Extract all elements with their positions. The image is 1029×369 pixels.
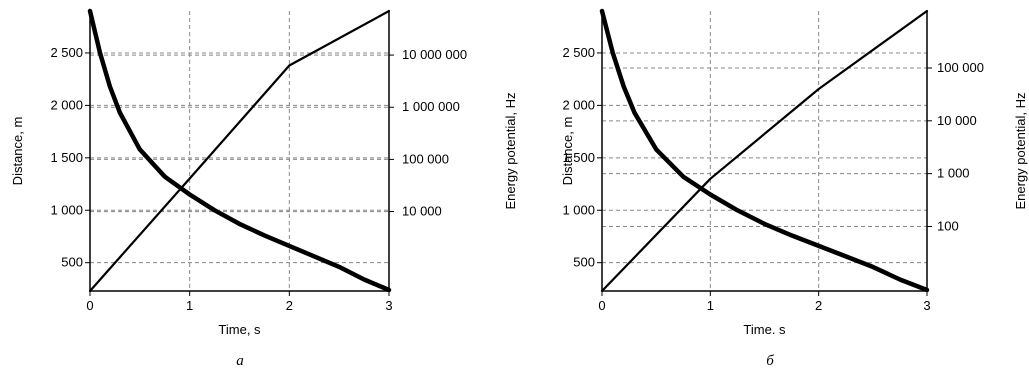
y-tick-label: 2 500 xyxy=(562,45,595,60)
series-distance-curve xyxy=(599,8,930,293)
y2-tick-label: 10 000 xyxy=(402,204,442,219)
x-axis-title: Time. s xyxy=(743,322,786,337)
y-tick-label: 1 000 xyxy=(50,202,83,217)
gridlines xyxy=(602,11,927,291)
panel-label: а xyxy=(236,353,244,369)
series-energy-potential-line xyxy=(88,9,391,293)
x-tick-label: 0 xyxy=(598,298,605,313)
y2-tick-label: 100 000 xyxy=(402,151,449,166)
y-tick-label: 500 xyxy=(61,255,83,270)
gridlines xyxy=(90,11,389,291)
y2-tick-label: 10 000 000 xyxy=(402,47,467,62)
series-distance-curve xyxy=(87,8,392,293)
x-tick-label: 1 xyxy=(707,298,714,313)
y2-tick-label: 1 000 xyxy=(937,166,970,181)
x-tick-label: 3 xyxy=(923,298,930,313)
x-tick-label: 3 xyxy=(385,298,392,313)
y2-tick-label: 10 000 xyxy=(937,113,977,128)
chart-panel-1: 0 1 2 3 500 1 000 1 500 2 000 2 500 10 000 100 000… xyxy=(10,8,518,369)
y-tick-label: 500 xyxy=(573,255,595,270)
y-tick-label: 1 500 xyxy=(50,150,83,165)
y-tick-label: 1 500 xyxy=(562,150,595,165)
y-axis-title: Distance, m xyxy=(10,117,25,186)
x-axis-title: Time, s xyxy=(218,322,261,337)
y2-axis-title: Energy potential, Hz xyxy=(503,92,518,209)
y2-tick-label: 100 xyxy=(937,218,959,233)
series-energy-potential-line xyxy=(600,9,929,293)
x-tick-label: 1 xyxy=(186,298,193,313)
panel-label: б xyxy=(766,353,774,369)
y-axis-title: Distance, m xyxy=(560,117,575,186)
y-tick-label: 1 000 xyxy=(562,202,595,217)
chart-panel-2: 0 1 2 3 500 1 000 1 500 2 000 2 500 100 1 000 10 00… xyxy=(560,8,1028,369)
y-tick-label: 2 000 xyxy=(50,97,83,112)
y2-tick-label: 1 000 000 xyxy=(402,99,460,114)
y-tick-label: 2 500 xyxy=(50,45,83,60)
x-tick-label: 2 xyxy=(815,298,822,313)
y2-tick-label: 100 000 xyxy=(937,60,984,75)
x-tick-label: 0 xyxy=(86,298,93,313)
y2-axis-title: Energy potential, Hz xyxy=(1013,92,1028,209)
x-tick-label: 2 xyxy=(286,298,293,313)
y-tick-label: 2 000 xyxy=(562,97,595,112)
